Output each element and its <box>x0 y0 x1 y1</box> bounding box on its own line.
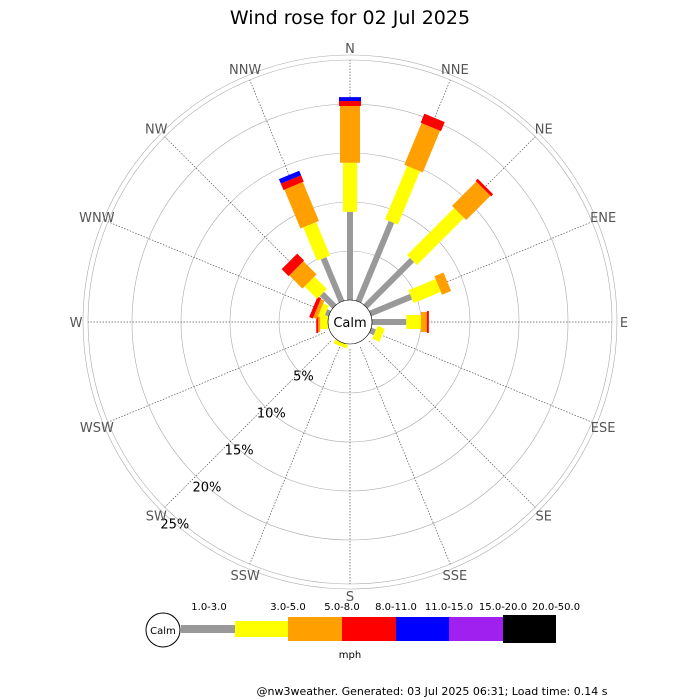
direction-label-e: E <box>620 316 628 331</box>
petal-nw-bin-4 <box>281 253 305 277</box>
spoke-sw <box>164 340 332 508</box>
petal-wnw-bin-1 <box>324 309 331 317</box>
petal-e-bin-1 <box>372 319 407 325</box>
petal-ne-bin-4 <box>475 178 494 197</box>
spoke-wnw <box>107 221 326 312</box>
speed-legend: Calm mph 1.0-3.0 3.0-5.0 5.0-8.0 8.0-11.0 11… <box>145 602 580 661</box>
direction-label-ese: ESE <box>591 421 616 436</box>
petal-nw-bin-1 <box>319 291 337 309</box>
petal-wnw-bin-2 <box>317 303 329 319</box>
legend-bin-label-5: 11.0-15.0 <box>425 602 473 613</box>
direction-label-ne: NE <box>535 122 553 137</box>
petal-wnw-bin-4 <box>309 296 322 319</box>
petal-ssw-bin-2 <box>333 339 349 349</box>
ring-labels: 5% 10% 15% 20% 25% <box>160 370 313 533</box>
calm-circle: Calm <box>327 299 373 345</box>
petal-nnw-bin-3 <box>284 181 319 229</box>
direction-label-ene: ENE <box>590 211 616 226</box>
footer-text: @nw3weather. Generated: 03 Jul 2025 06:3… <box>257 685 608 698</box>
direction-label-wsw: WSW <box>80 421 114 436</box>
ring-label-5: 25% <box>160 518 189 533</box>
petal-nne-bin-1 <box>355 220 395 303</box>
direction-label-wnw: WNW <box>79 211 115 226</box>
petal-ne-bin-3 <box>452 181 491 220</box>
direction-label-n: N <box>345 42 355 57</box>
legend-bin-label-3: 5.0-8.0 <box>324 602 359 613</box>
petal-n-bin-2 <box>343 162 357 212</box>
spoke-ese <box>374 332 593 423</box>
legend-bin-label-1: 1.0-3.0 <box>191 602 226 613</box>
grid-ring-5 <box>82 54 618 590</box>
direction-label-ssw: SSW <box>230 569 260 584</box>
legend-swatch-5 <box>396 617 449 641</box>
spoke-ssw <box>249 346 340 565</box>
direction-label-nne: NNE <box>441 63 469 78</box>
petal-w-bin-2 <box>320 315 328 329</box>
legend-swatch-6 <box>449 617 503 641</box>
ring-label-3: 15% <box>225 444 254 459</box>
petal-n-bin-5 <box>339 97 361 102</box>
direction-label-nnw: NNW <box>229 63 261 78</box>
direction-label-se: SE <box>536 510 552 525</box>
legend-swatch-3 <box>288 617 342 641</box>
petal-wnw-bin-3 <box>313 299 325 320</box>
petal-nnw-bin-1 <box>320 257 345 303</box>
direction-labels: N NNE NE ENE E ESE SE SSE S SSW SW WSW W WNW NW NNW <box>70 42 629 605</box>
legend-bin-label-4: 8.0-11.0 <box>375 602 417 613</box>
petal-ne-bin-1 <box>363 257 415 309</box>
petal-n-bin-4 <box>339 101 361 106</box>
legend-bin-label-2: 3.0-5.0 <box>270 602 305 613</box>
direction-label-sse: SSE <box>442 569 467 584</box>
legend-swatch-7 <box>503 615 556 643</box>
petal-nne-bin-3 <box>404 123 441 173</box>
legend-bin-label-7: 20.0-50.0 <box>532 602 580 613</box>
legend-swatch-1 <box>181 625 235 633</box>
legend-swatch-2 <box>235 621 288 637</box>
legend-calm-label: Calm <box>150 626 176 637</box>
chart-petals <box>278 97 494 349</box>
petal-ene-bin-1 <box>369 293 413 317</box>
direction-label-s: S <box>346 590 354 605</box>
spoke-se <box>368 340 536 508</box>
legend-calm-circle <box>145 612 181 648</box>
petal-nw-bin-2 <box>304 276 327 299</box>
petal-nnw-bin-2 <box>303 222 331 261</box>
petal-ene-bin-2 <box>408 278 441 304</box>
direction-label-w: W <box>70 316 83 331</box>
legend-unit-label: mph <box>339 650 361 661</box>
legend-bin-label-6: 15.0-20.0 <box>479 602 527 613</box>
petal-n-bin-3 <box>340 105 360 163</box>
petal-nne-bin-4 <box>420 113 445 132</box>
petal-nnw-bin-5 <box>278 170 302 184</box>
petal-e-bin-2 <box>406 315 421 329</box>
direction-label-nw: NW <box>145 122 168 137</box>
ring-label-2: 10% <box>257 407 286 422</box>
petal-ne-bin-2 <box>407 207 465 265</box>
petal-ese-bin-2 <box>372 325 385 342</box>
petal-ene-bin-3 <box>434 272 452 295</box>
spoke-sse <box>360 346 451 565</box>
petal-nne-bin-2 <box>384 165 421 225</box>
petal-e-bin-3 <box>421 312 427 332</box>
petal-nnw-bin-4 <box>280 175 304 190</box>
spoke-wsw <box>107 332 326 423</box>
legend-swatch-4 <box>342 617 396 641</box>
petal-nw-bin-3 <box>289 261 317 289</box>
chart-title: Wind rose for 02 Jul 2025 <box>230 7 470 29</box>
calm-label: Calm <box>333 316 366 331</box>
ring-label-4: 20% <box>193 481 222 496</box>
petal-e-bin-4 <box>426 311 429 333</box>
ring-label-1: 5% <box>293 370 314 385</box>
direction-label-sw: SW <box>146 510 167 525</box>
petal-n-bin-1 <box>347 211 353 300</box>
